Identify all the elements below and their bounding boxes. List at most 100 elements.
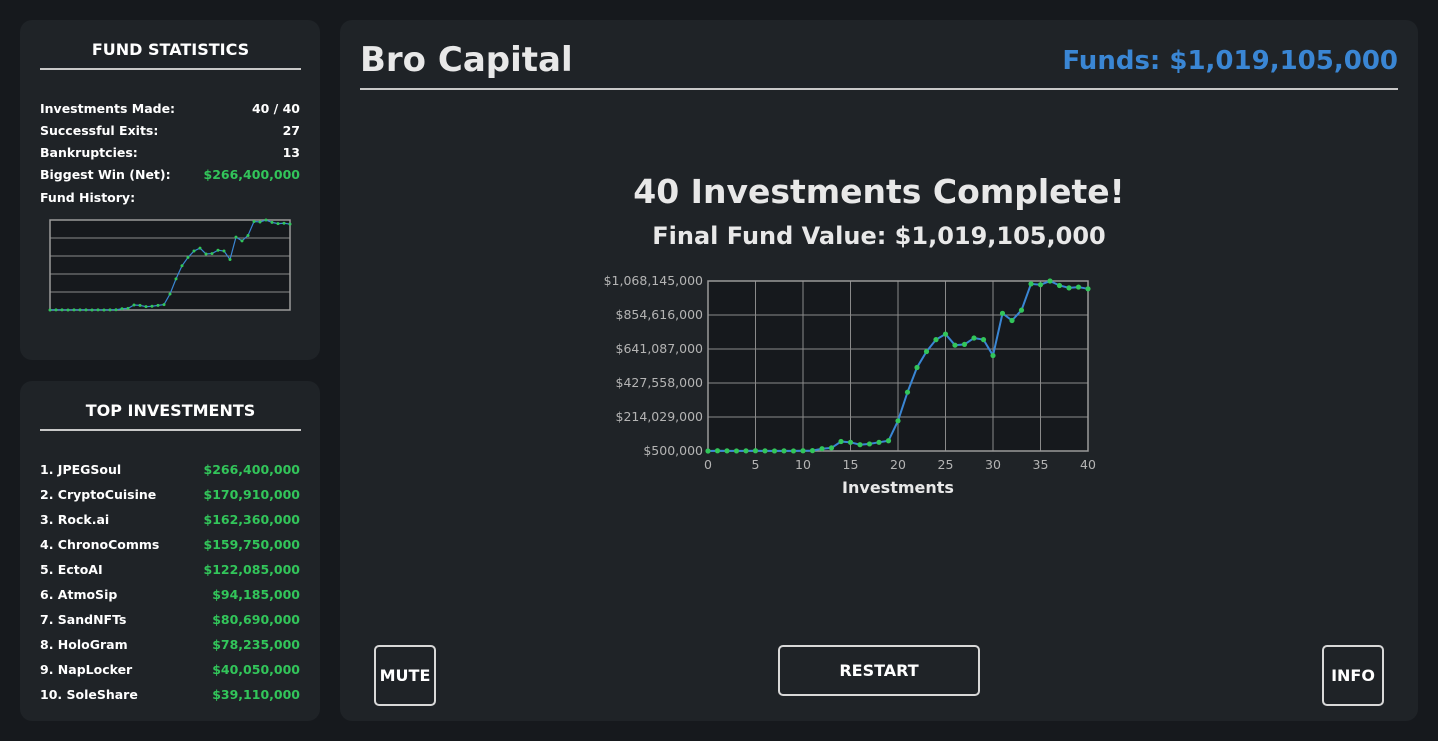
x-tick-label: 20 xyxy=(890,457,906,472)
data-point xyxy=(138,303,142,307)
data-point xyxy=(78,308,82,312)
stat-successful-exits: Successful Exits: 27 xyxy=(40,123,300,139)
investment-name: 7. SandNFTs xyxy=(40,612,127,627)
data-point xyxy=(876,439,882,445)
x-tick-label: 0 xyxy=(704,457,712,472)
stat-biggest-win: Biggest Win (Net): $266,400,000 xyxy=(40,167,300,183)
data-point xyxy=(914,364,920,371)
funds-display: Funds: $1,019,105,000 xyxy=(1062,46,1398,76)
data-point xyxy=(724,448,730,454)
investment-name: 4. ChronoComms xyxy=(40,537,160,552)
data-point xyxy=(1085,286,1091,292)
data-point xyxy=(1018,307,1025,313)
data-point xyxy=(288,222,292,226)
list-item: 1. JPEGSoul $266,400,000 xyxy=(40,462,300,478)
data-point xyxy=(790,448,797,454)
investment-name: 10. SoleShare xyxy=(40,687,138,702)
data-point xyxy=(162,303,166,307)
data-point xyxy=(942,331,949,337)
restart-button[interactable]: RESTART xyxy=(778,645,980,696)
investment-name: 1. JPEGSoul xyxy=(40,462,122,477)
data-point xyxy=(174,277,178,281)
data-point xyxy=(156,303,160,307)
data-point xyxy=(96,308,100,312)
data-point xyxy=(276,222,280,226)
x-axis-label: Investments xyxy=(842,478,954,497)
stat-value: 40 / 40 xyxy=(251,101,300,116)
data-point xyxy=(192,249,196,253)
data-point xyxy=(762,448,768,454)
fund-statistics-title: FUND STATISTICS xyxy=(40,40,301,70)
data-point xyxy=(809,448,816,454)
list-item: 10. SoleShare $39,110,000 xyxy=(40,687,300,703)
stat-label: Investments Made: xyxy=(40,101,176,116)
data-point xyxy=(60,308,64,312)
stat-label: Bankruptcies: xyxy=(40,145,138,160)
data-point xyxy=(1066,285,1072,291)
stat-label: Biggest Win (Net): xyxy=(40,167,171,182)
data-point xyxy=(952,342,958,348)
investment-name: 8. HoloGram xyxy=(40,637,128,652)
plot-border xyxy=(707,280,1089,452)
app-title: Bro Capital xyxy=(360,40,573,80)
data-point xyxy=(743,448,749,454)
stat-bankruptcies: Bankruptcies: 13 xyxy=(40,145,300,161)
data-point xyxy=(904,389,911,395)
y-tick-label: $854,616,000 xyxy=(616,307,704,322)
data-point xyxy=(126,306,130,310)
y-tick-label: $427,558,000 xyxy=(616,375,704,390)
data-point xyxy=(282,221,286,225)
data-point xyxy=(866,441,873,447)
data-point xyxy=(1056,282,1063,289)
data-point xyxy=(120,307,124,311)
data-point xyxy=(990,352,996,359)
x-tick-label: 5 xyxy=(752,457,760,472)
investment-value: $39,110,000 xyxy=(212,687,300,702)
data-point xyxy=(102,308,106,312)
data-point xyxy=(819,446,825,452)
mute-button[interactable]: MUTE xyxy=(374,645,436,706)
data-point xyxy=(204,252,208,256)
data-point xyxy=(132,303,136,307)
investment-value: $78,235,000 xyxy=(212,637,300,652)
stat-label: Successful Exits: xyxy=(40,123,159,138)
top-investments-panel: TOP INVESTMENTS 1. JPEGSoul $266,400,000 2… xyxy=(20,381,320,721)
top-investments-title: TOP INVESTMENTS xyxy=(40,401,301,431)
investment-value: $94,185,000 xyxy=(212,587,300,602)
data-point xyxy=(999,310,1006,316)
completion-heading: 40 Investments Complete! xyxy=(633,172,1125,211)
fund-value-chart: $500,000 $214,029,000 $427,558,000 $641,087… xyxy=(604,273,1096,497)
data-point xyxy=(246,233,250,237)
data-point xyxy=(264,218,268,222)
data-point xyxy=(1009,317,1015,324)
list-item: 9. NapLocker $40,050,000 xyxy=(40,662,300,678)
list-item: 3. Rock.ai $162,360,000 xyxy=(40,512,300,528)
data-point xyxy=(1037,282,1044,288)
data-point xyxy=(216,248,220,252)
stat-value: 27 xyxy=(282,123,300,138)
data-point xyxy=(733,448,740,454)
data-point xyxy=(752,448,759,454)
investment-value: $162,360,000 xyxy=(203,512,300,527)
x-tick-label: 40 xyxy=(1080,457,1096,472)
investment-value: $80,690,000 xyxy=(212,612,300,627)
x-tick-label: 30 xyxy=(985,457,1001,472)
info-button[interactable]: INFO xyxy=(1322,645,1384,706)
data-point xyxy=(800,448,806,454)
investment-name: 9. NapLocker xyxy=(40,662,133,677)
list-item: 6. AtmoSip $94,185,000 xyxy=(40,587,300,603)
data-point xyxy=(771,448,778,454)
data-point xyxy=(923,348,930,355)
data-point xyxy=(48,308,52,312)
fund-history-mini-chart xyxy=(48,218,292,312)
y-tick-label: $641,087,000 xyxy=(616,341,704,356)
stat-value: 13 xyxy=(282,145,300,160)
plot-area xyxy=(50,220,290,310)
data-point xyxy=(895,418,901,424)
data-point xyxy=(971,335,977,341)
list-item: 5. EctoAI $122,085,000 xyxy=(40,562,300,578)
data-point xyxy=(114,308,118,312)
data-point xyxy=(72,308,76,312)
investment-value: $170,910,000 xyxy=(203,487,300,502)
data-point xyxy=(66,308,70,312)
